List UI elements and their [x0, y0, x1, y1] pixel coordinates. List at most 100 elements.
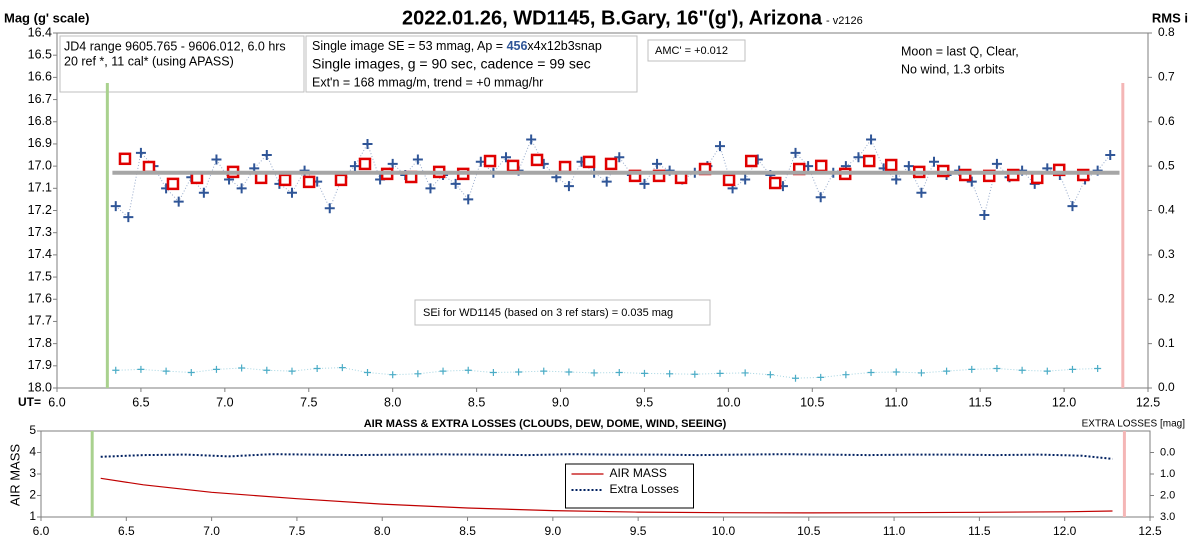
annotation-box	[59, 35, 305, 93]
point	[582, 155, 596, 169]
point	[211, 154, 222, 165]
point	[1043, 367, 1051, 375]
x-tick-label: 10.5	[797, 524, 821, 538]
point	[766, 371, 774, 379]
point	[614, 152, 625, 163]
point	[652, 158, 663, 169]
point	[313, 364, 321, 372]
y2-tick-label: 0.8	[1158, 25, 1175, 39]
point	[412, 154, 423, 165]
point	[590, 369, 598, 377]
annotation: 20 ref *, 11 cal* (using APASS)	[64, 54, 234, 68]
y-tick-label: 16.5	[28, 47, 52, 61]
point	[506, 159, 520, 173]
point	[866, 134, 877, 145]
point	[463, 194, 474, 205]
point	[110, 201, 121, 212]
point	[817, 373, 825, 381]
y2-tick-label: 0.0	[1160, 446, 1175, 458]
point	[744, 154, 758, 168]
y-tick-label: 4	[29, 445, 36, 459]
y-tick-label: 1	[29, 509, 36, 523]
x-tick-label: 12.5	[1136, 395, 1160, 409]
y2-tick-label: 0.0	[1158, 380, 1175, 394]
y-tick-label: 17.3	[28, 225, 52, 239]
x-tick-label: 8.0	[384, 395, 401, 409]
point	[853, 152, 864, 163]
point	[173, 196, 184, 207]
point	[187, 368, 195, 376]
x-tick-label: 10.5	[800, 395, 824, 409]
point	[263, 366, 271, 374]
point	[862, 154, 876, 168]
series-line	[100, 453, 1113, 460]
point	[112, 366, 120, 374]
y2-tick-label: 0.4	[1158, 203, 1175, 217]
annotation-part: 456	[507, 39, 528, 53]
y-tick-label: 17.2	[28, 203, 52, 217]
point	[236, 183, 247, 194]
point	[530, 153, 544, 167]
point	[928, 156, 939, 167]
annotation: Moon = last Q, Clear,	[901, 44, 1019, 58]
point	[166, 177, 180, 191]
point	[814, 159, 828, 173]
point	[198, 187, 209, 198]
y2-tick-label: 2.0	[1160, 489, 1175, 501]
chart-title: AIR MASS & EXTRA LOSSES (CLOUDS, DEW, DO…	[364, 418, 727, 430]
x-tick-label: 11.5	[968, 524, 991, 538]
point	[137, 365, 145, 373]
point	[142, 160, 156, 174]
y2-tick-label: 3.0	[1160, 511, 1175, 523]
annotation: Ext'n = 168 mmag/m, trend = +0 mmag/hr	[312, 75, 543, 89]
x-tick-label: 6.5	[132, 395, 149, 409]
point	[558, 160, 572, 174]
x-tick-label: 6.5	[118, 524, 135, 538]
x-tick-label: 8.5	[459, 524, 476, 538]
annotation: AMC' = +0.012	[655, 45, 728, 57]
point	[565, 368, 573, 376]
point	[1068, 365, 1076, 373]
point	[1052, 163, 1066, 177]
x-tick-label: 9.0	[545, 524, 562, 538]
y2-tick-label: 0.3	[1158, 247, 1175, 261]
point	[601, 176, 612, 187]
point	[334, 173, 348, 187]
point	[1105, 150, 1116, 161]
y-tick-label: 16.9	[28, 136, 52, 150]
point	[123, 212, 134, 223]
y-tick-label: 17.6	[28, 292, 52, 306]
y-tick-label: 16.4	[28, 25, 52, 39]
point	[278, 173, 292, 187]
x-tick-label: 10.0	[712, 524, 736, 538]
point	[338, 364, 346, 372]
annotation: SEi for WD1145 (based on 3 ref stars) = …	[423, 307, 673, 319]
y-tick-label: 17.5	[28, 269, 52, 283]
point	[867, 368, 875, 376]
y-tick-label: 17.9	[28, 358, 52, 372]
point	[389, 371, 397, 379]
point	[450, 178, 461, 189]
point	[891, 174, 902, 185]
point	[563, 181, 574, 192]
annotation-box	[885, 40, 1045, 82]
point	[515, 368, 523, 376]
point	[714, 141, 725, 152]
point	[884, 158, 898, 172]
annotation-box	[414, 299, 711, 326]
y2-tick-label: 0.6	[1158, 114, 1175, 128]
y2-tick-label: 0.2	[1158, 291, 1175, 305]
point	[943, 367, 951, 375]
y-tick-label: 2	[29, 488, 36, 502]
x-tick-label: 12.0	[1053, 524, 1077, 538]
point	[1006, 168, 1020, 182]
y-tick-label: 5	[29, 423, 36, 437]
x-tick-label: 11.5	[968, 395, 991, 409]
x-tick-label: 11.0	[885, 395, 908, 409]
x-tick-label: 7.0	[203, 524, 220, 538]
point	[722, 173, 736, 187]
y-tick-label: 17.8	[28, 336, 52, 350]
y2-axis-label: RMS i	[1152, 10, 1188, 25]
point	[666, 370, 674, 378]
